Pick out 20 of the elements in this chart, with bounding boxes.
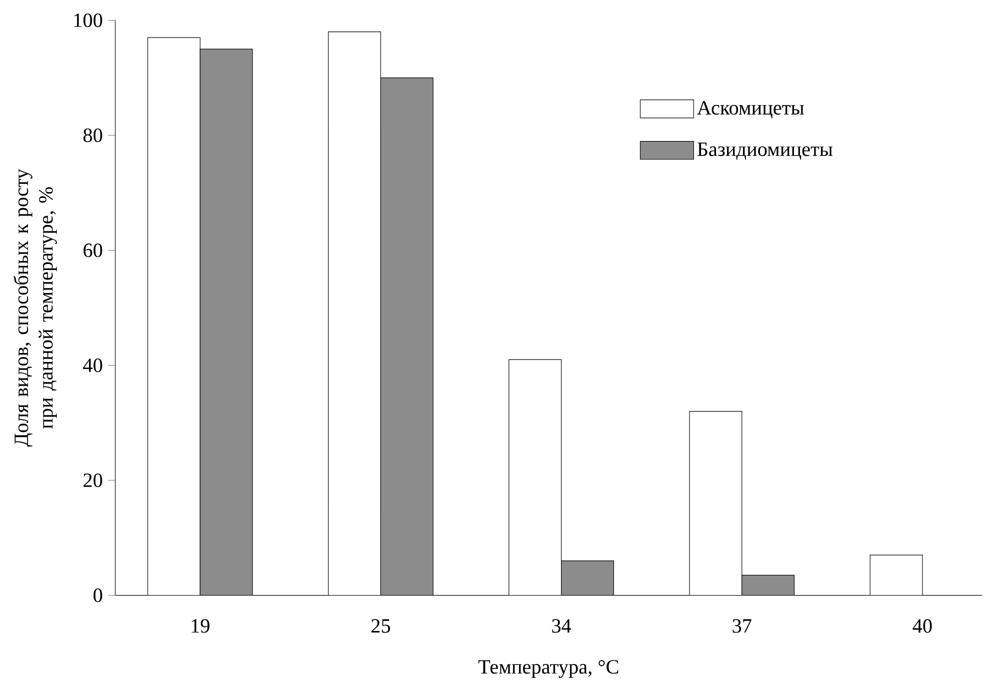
- bar: [380, 78, 434, 596]
- bar: [742, 574, 794, 596]
- x-tick-label: 34: [552, 618, 572, 633]
- y-tick-label: 40: [83, 358, 102, 372]
- y-tick-label: 100: [74, 13, 102, 27]
- y-tick-label: 60: [84, 243, 102, 257]
- bar: [561, 560, 614, 596]
- y-tick-label: 20: [84, 473, 102, 487]
- x-tick-label: 40: [912, 618, 932, 633]
- y-tick-label: 80: [83, 128, 102, 142]
- x-tick-label: 37: [732, 618, 752, 633]
- x-tick-label: 19: [192, 618, 210, 633]
- y-axis-title: Доля видов, способных к росту при данной температуре, %: [13, 168, 57, 446]
- bar: [200, 48, 252, 596]
- legend-label: Базидиомицеты: [697, 142, 832, 160]
- x-axis-title: Температура, °C: [478, 660, 618, 678]
- bar: [870, 554, 923, 596]
- legend-label: Аскомицеты: [697, 100, 804, 118]
- y-tick-label: 0: [94, 588, 102, 602]
- x-tick-label: 25: [371, 618, 390, 633]
